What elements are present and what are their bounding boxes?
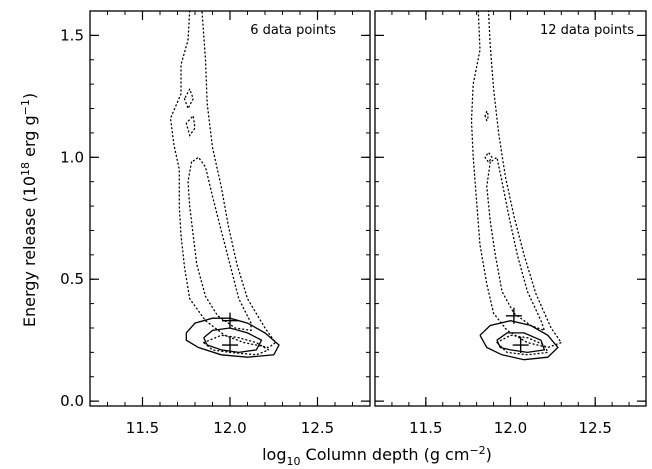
plus-marker [222, 337, 238, 354]
solid-contour [496, 332, 546, 354]
x-tick-label: 12.0 [213, 419, 246, 437]
dotted-contour [187, 156, 252, 332]
x-tick-label: 12.5 [578, 419, 611, 437]
dotted-contour [185, 114, 196, 137]
panel-label: 12 data points [540, 23, 634, 38]
plus-marker [512, 337, 529, 354]
solid-contour [479, 320, 559, 361]
y-tick-label: 1.5 [60, 26, 84, 44]
x-axis-title: log10 Column depth (g cm−2) [262, 444, 492, 468]
dotted-contour [183, 87, 194, 111]
dotted-contour [169, 10, 277, 349]
solid-contour [185, 317, 280, 358]
x-tick-label: 11.5 [409, 419, 442, 437]
y-tick-label: 0.0 [60, 392, 84, 410]
plus-marker [505, 307, 522, 324]
dotted-contour [203, 334, 270, 356]
dotted-contour [484, 151, 493, 164]
plus-marker [222, 312, 238, 329]
panel-left: 6 data points 11.5 12.0 12.5 0.0 0.5 1.0 1.5 [60, 10, 371, 437]
solid-contour [203, 327, 263, 354]
dotted-contour [484, 109, 490, 123]
x-tick-label: 11.5 [126, 419, 159, 437]
y-tick-label: 0.5 [60, 270, 84, 288]
dotted-contour [470, 10, 563, 349]
panel-right: 12 data points 11.5 12.0 12.5 [374, 10, 647, 437]
y-tick-label: 1.0 [60, 148, 84, 166]
y-axis-title: Energy release (1018 erg g−1) [19, 93, 39, 327]
dotted-contour [496, 334, 549, 356]
x-tick-label: 12.0 [494, 419, 527, 437]
panel-label: 6 data points [250, 23, 336, 38]
dotted-contour [486, 156, 546, 332]
panel-frame [374, 10, 647, 407]
x-tick-label: 12.5 [301, 419, 334, 437]
